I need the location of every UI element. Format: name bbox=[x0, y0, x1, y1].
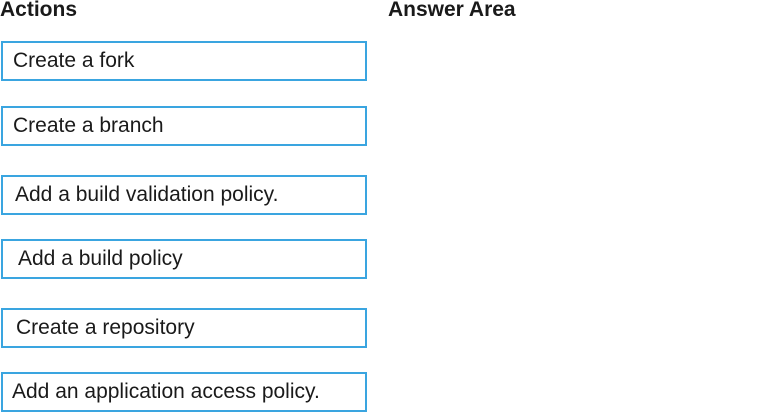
action-create-fork[interactable]: Create a fork bbox=[1, 41, 367, 81]
action-add-build-validation-policy[interactable]: Add a build validation policy. bbox=[1, 175, 367, 215]
answer-area-heading: Answer Area bbox=[388, 0, 516, 21]
action-add-application-access-policy[interactable]: Add an application access policy. bbox=[1, 372, 367, 412]
action-create-repository[interactable]: Create a repository bbox=[1, 308, 367, 348]
action-create-branch[interactable]: Create a branch bbox=[1, 106, 367, 146]
answer-area-dropzone[interactable] bbox=[388, 40, 748, 412]
action-add-build-policy[interactable]: Add a build policy bbox=[1, 239, 367, 279]
actions-heading: Actions bbox=[0, 0, 78, 21]
